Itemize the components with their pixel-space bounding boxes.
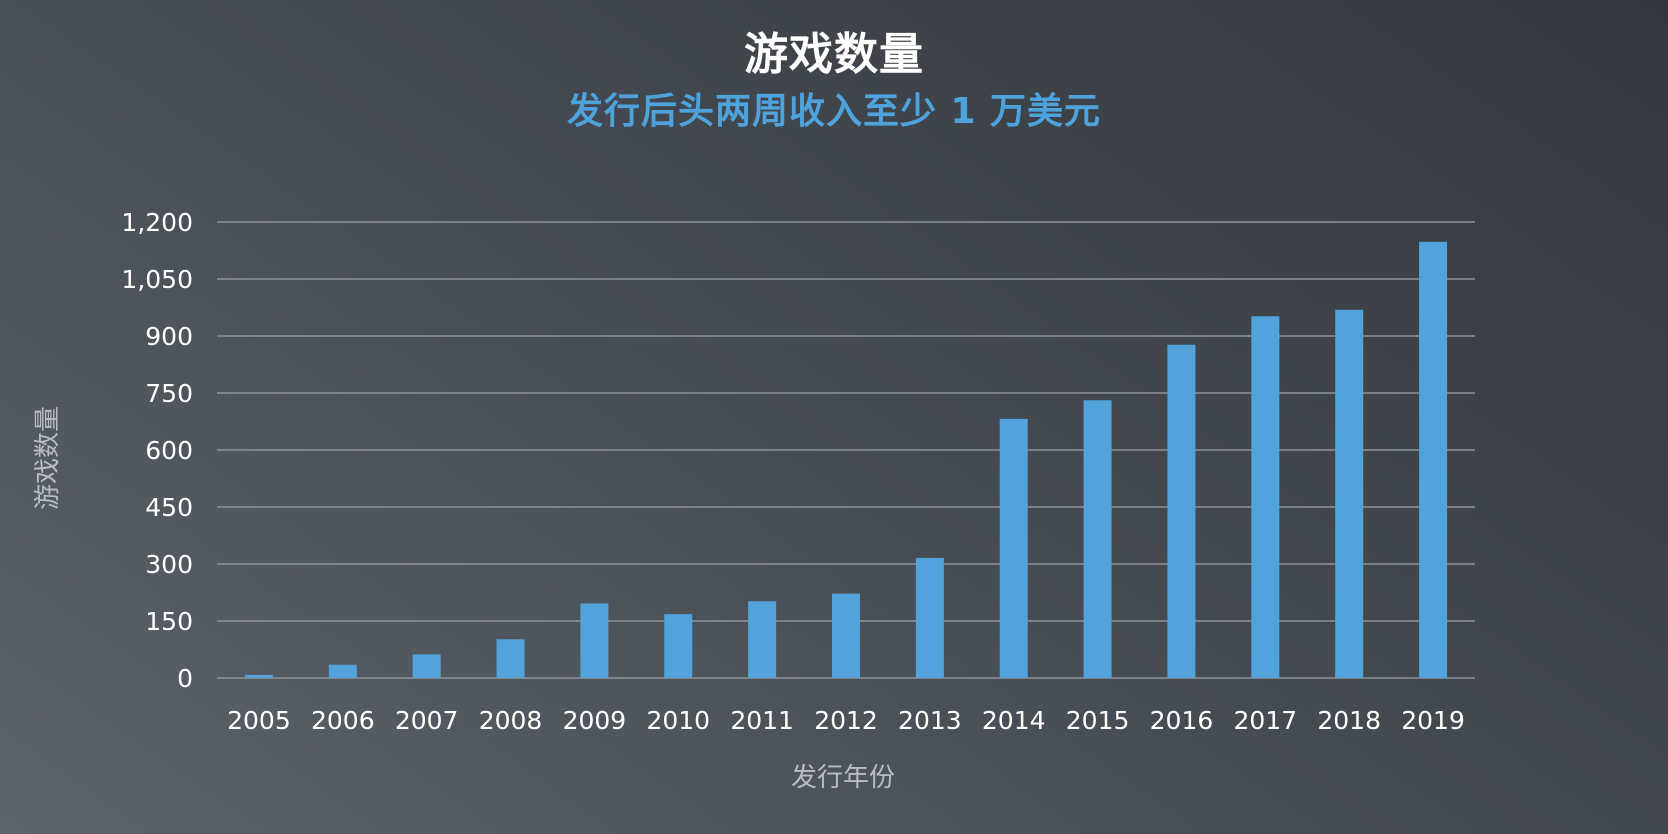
bar-2017 bbox=[1251, 316, 1280, 678]
x-tick-label: 2008 bbox=[479, 706, 543, 735]
x-tick-label: 2006 bbox=[311, 706, 375, 735]
x-tick-label: 2017 bbox=[1234, 706, 1298, 735]
bar-2012 bbox=[832, 593, 860, 678]
x-axis-ticks: 2005 2006 2007 2008 2009 2010 2011 2012 2013 2014… bbox=[227, 706, 1465, 735]
bar-2013 bbox=[915, 557, 944, 678]
bar-2014 bbox=[999, 418, 1028, 678]
y-tick-label: 600 bbox=[145, 436, 193, 465]
x-tick-label: 2007 bbox=[395, 706, 459, 735]
x-tick-label: 2019 bbox=[1401, 706, 1465, 735]
chart-title: 游戏数量 bbox=[744, 29, 924, 80]
y-tick-label: 1,200 bbox=[121, 208, 193, 237]
bar-2016 bbox=[1167, 344, 1196, 678]
x-tick-label: 2013 bbox=[898, 706, 962, 735]
x-tick-label: 2005 bbox=[227, 706, 291, 735]
bar-2005 bbox=[244, 674, 273, 678]
y-tick-label: 0 bbox=[177, 664, 193, 693]
bar-2007 bbox=[412, 654, 441, 678]
y-tick-label: 300 bbox=[145, 550, 193, 579]
x-tick-label: 2010 bbox=[646, 706, 710, 735]
chart-subtitle: 发行后头两周收入至少 1 万美元 bbox=[566, 91, 1102, 132]
bar-2010 bbox=[664, 614, 693, 678]
y-tick-label: 450 bbox=[145, 493, 193, 522]
y-tick-label: 750 bbox=[145, 379, 193, 408]
x-tick-label: 2009 bbox=[563, 706, 627, 735]
bar-2015 bbox=[1083, 400, 1112, 678]
x-axis-label: 发行年份 bbox=[791, 763, 895, 793]
y-axis-label: 游戏数量 bbox=[33, 406, 63, 510]
y-tick-label: 1,050 bbox=[121, 265, 193, 294]
bars bbox=[244, 241, 1448, 678]
x-tick-label: 2014 bbox=[982, 706, 1046, 735]
bar-2011 bbox=[748, 601, 777, 678]
bar-2019 bbox=[1419, 241, 1448, 678]
x-tick-label: 2012 bbox=[814, 706, 878, 735]
y-axis-ticks: 0 150 300 450 600 750 900 1,050 1,200 bbox=[121, 208, 193, 693]
bar-2018 bbox=[1335, 309, 1364, 678]
x-tick-label: 2016 bbox=[1150, 706, 1214, 735]
bar-2009 bbox=[580, 603, 609, 678]
bar-2006 bbox=[328, 664, 357, 678]
x-tick-label: 2018 bbox=[1317, 706, 1381, 735]
y-tick-label: 150 bbox=[145, 607, 193, 636]
y-tick-label: 900 bbox=[145, 322, 193, 351]
bar-2008 bbox=[496, 639, 525, 678]
x-tick-label: 2011 bbox=[730, 706, 794, 735]
x-tick-label: 2015 bbox=[1066, 706, 1130, 735]
